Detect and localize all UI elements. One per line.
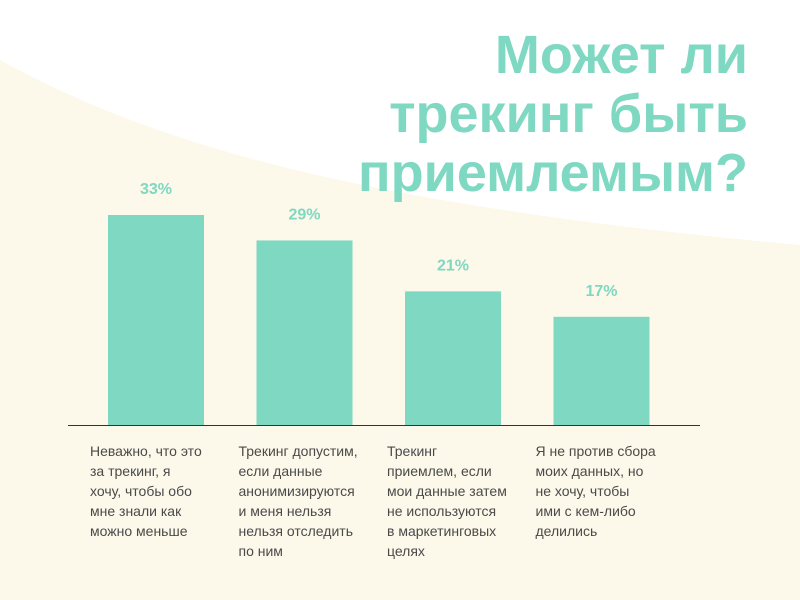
value-label-3: 21% xyxy=(437,257,469,274)
bar-3 xyxy=(405,291,501,425)
chart-title-line-3: приемлемым? xyxy=(358,143,748,203)
bar-4 xyxy=(553,316,650,425)
bar-2 xyxy=(256,240,353,425)
value-label-4: 17% xyxy=(585,283,617,300)
bars-group xyxy=(108,215,650,425)
value-labels-group: 33% 29% 21% 17% xyxy=(140,181,618,300)
background-wave-shape xyxy=(0,60,800,600)
chart-title: Может ли трекинг быть приемлемым? xyxy=(358,26,748,203)
bar-1 xyxy=(108,215,204,425)
value-label-2: 29% xyxy=(288,206,320,223)
chart-title-line-1: Может ли xyxy=(494,25,748,85)
value-label-1: 33% xyxy=(140,181,172,198)
chart-title-line-2: трекинг быть xyxy=(389,84,748,144)
